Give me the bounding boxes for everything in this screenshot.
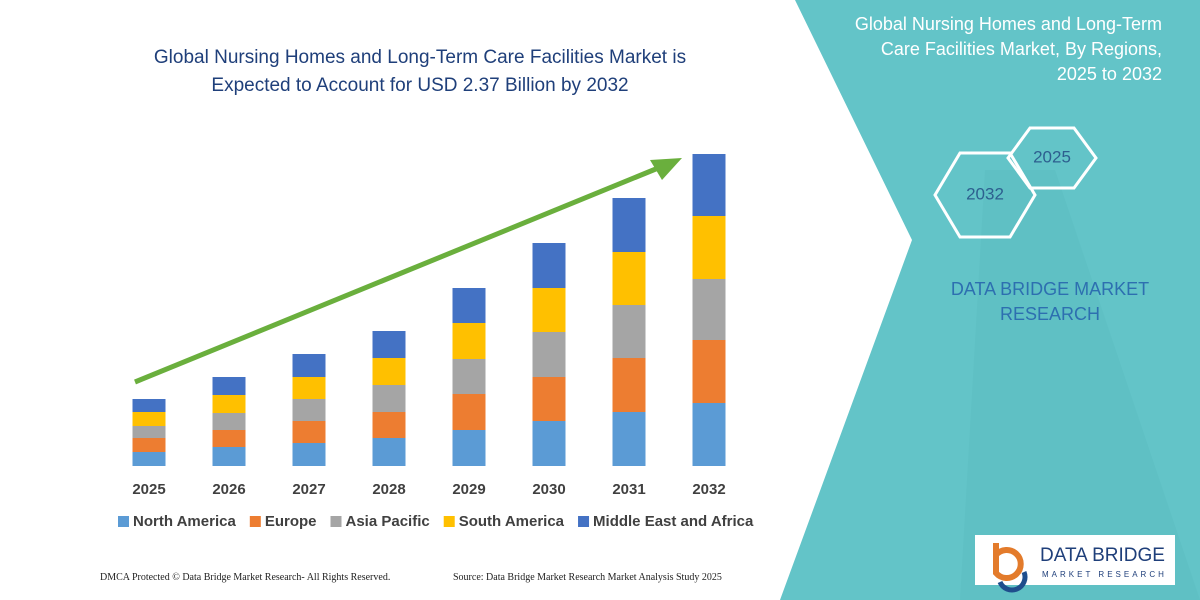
x-tick-label: 2032 bbox=[692, 481, 725, 498]
logo-tagline: MARKET RESEARCH bbox=[1042, 570, 1167, 579]
bar-segment bbox=[532, 243, 566, 288]
logo-icon bbox=[997, 571, 1028, 593]
legend-swatch bbox=[443, 516, 455, 527]
x-tick-label: 2026 bbox=[212, 481, 245, 498]
legend-label: Middle East and Africa bbox=[593, 513, 754, 530]
bar-segment bbox=[452, 323, 486, 359]
hexagon-label: 2032 bbox=[966, 184, 1004, 203]
legend-label: North America bbox=[133, 513, 236, 530]
x-tick-label: 2027 bbox=[292, 481, 325, 498]
legend-label: South America bbox=[459, 513, 565, 530]
bar-segment bbox=[372, 385, 406, 412]
bar-segment bbox=[532, 332, 566, 377]
bar-segment bbox=[452, 430, 486, 466]
bar-segment bbox=[372, 412, 406, 438]
bar-segment bbox=[292, 443, 326, 466]
bar-segment bbox=[612, 305, 646, 358]
bar-segment bbox=[372, 358, 406, 385]
x-tick-label: 2025 bbox=[132, 481, 165, 498]
trend-arrow bbox=[134, 161, 669, 385]
hexagon-label: 2025 bbox=[1033, 147, 1071, 166]
side-panel-bg bbox=[780, 0, 1200, 600]
brand: DATA BRIDGE MARKET RESEARCH bbox=[950, 279, 1150, 324]
bar-segment bbox=[212, 413, 246, 430]
logo-name: DATA BRIDGE bbox=[1040, 545, 1165, 566]
copyright: DMCA Protected © Data Bridge Market Rese… bbox=[100, 572, 391, 583]
side-panel-shade bbox=[960, 170, 1200, 600]
legend-swatch bbox=[578, 516, 590, 527]
hexagon bbox=[933, 151, 1037, 239]
x-tick-label: 2029 bbox=[452, 481, 485, 498]
bar-segment bbox=[692, 340, 726, 403]
side-title: Global Nursing Homes and Long-Term Care … bbox=[854, 14, 1162, 84]
bar-segment bbox=[532, 377, 566, 421]
x-tick-label: 2028 bbox=[372, 481, 405, 498]
bar-segment bbox=[212, 430, 246, 447]
bar-segment bbox=[132, 412, 166, 426]
legend-label: Europe bbox=[265, 513, 317, 530]
bar-segment bbox=[292, 377, 326, 399]
bar-segment bbox=[372, 438, 406, 466]
bar-segment bbox=[212, 377, 246, 395]
bar-segment bbox=[132, 438, 166, 452]
bar-segment bbox=[692, 216, 726, 279]
bar-segment bbox=[292, 354, 326, 377]
bar-segment bbox=[692, 154, 726, 216]
trend-arrow-head bbox=[650, 158, 682, 180]
bar-segment bbox=[132, 452, 166, 466]
bar-segment bbox=[132, 399, 166, 412]
bar-segment bbox=[212, 447, 246, 466]
bar-segment bbox=[452, 394, 486, 430]
bar-segment bbox=[292, 421, 326, 443]
legend-swatch bbox=[118, 516, 129, 527]
x-tick-label: 2031 bbox=[612, 481, 645, 498]
source: Source: Data Bridge Market Research Mark… bbox=[453, 572, 722, 583]
bar-segment bbox=[372, 331, 406, 358]
bar-segment bbox=[612, 252, 646, 305]
hexagon bbox=[1006, 126, 1098, 190]
legend-label: Asia Pacific bbox=[346, 513, 430, 530]
logo-icon bbox=[993, 543, 1024, 581]
bar-segment bbox=[452, 359, 486, 394]
bar-segment bbox=[692, 279, 726, 340]
bar-segment bbox=[532, 288, 566, 332]
chart-title: Global Nursing Homes and Long-Term Care … bbox=[153, 47, 687, 96]
bar-segment bbox=[452, 288, 486, 323]
bar-segment bbox=[292, 399, 326, 421]
bar-segment bbox=[612, 198, 646, 252]
legend-swatch bbox=[249, 516, 261, 527]
bar-segment bbox=[612, 412, 646, 466]
bar-segment bbox=[692, 403, 726, 466]
bar-segment bbox=[612, 358, 646, 412]
legend-swatch bbox=[330, 516, 342, 527]
bar-segment bbox=[212, 395, 246, 413]
bar-segment bbox=[532, 421, 566, 466]
bar-segment bbox=[132, 426, 166, 438]
x-tick-label: 2030 bbox=[532, 481, 565, 498]
